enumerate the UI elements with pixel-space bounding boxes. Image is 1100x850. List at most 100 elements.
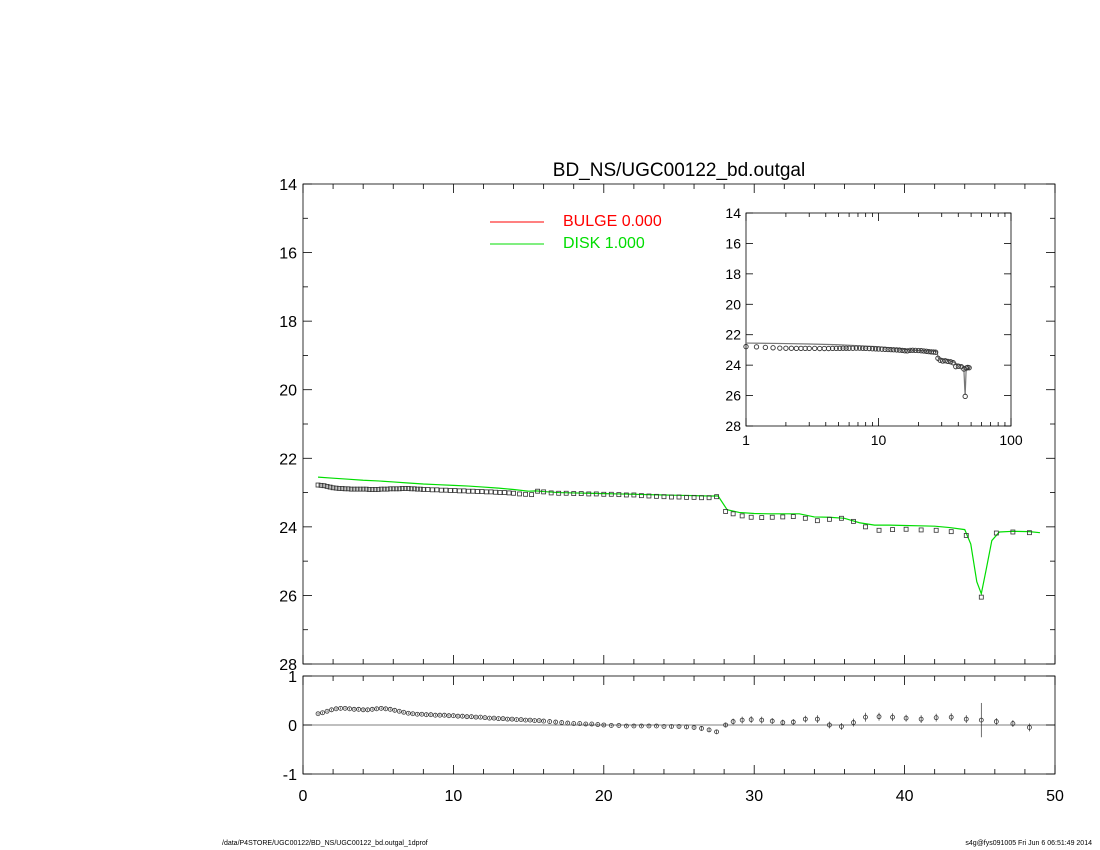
data-point bbox=[601, 491, 607, 497]
residual-point bbox=[691, 725, 697, 730]
inset-data-point bbox=[915, 347, 922, 354]
data-point bbox=[447, 488, 453, 493]
data-point bbox=[506, 490, 512, 496]
inset-data-point bbox=[863, 345, 869, 352]
data-point bbox=[616, 492, 622, 498]
data-point bbox=[369, 487, 375, 492]
residual-point bbox=[460, 713, 465, 719]
data-point bbox=[963, 533, 969, 538]
y-tick-label: 14 bbox=[279, 177, 297, 194]
residual-point bbox=[769, 718, 775, 724]
inset-data-point bbox=[860, 345, 866, 351]
residual-point bbox=[347, 706, 353, 712]
inset-panel: 14 16 18 20 22 24 26 281 10 100 bbox=[725, 205, 1022, 448]
residual-point bbox=[378, 705, 384, 711]
data-point bbox=[978, 594, 984, 600]
data-point bbox=[839, 515, 844, 521]
data-point bbox=[1010, 529, 1016, 535]
data-point bbox=[739, 513, 745, 519]
residual-point bbox=[993, 719, 999, 724]
data-point bbox=[470, 488, 476, 494]
data-point bbox=[623, 492, 629, 498]
data-point bbox=[434, 487, 440, 493]
y-tick-label: 16 bbox=[279, 246, 297, 263]
y-tick-label: -1 bbox=[283, 767, 297, 784]
data-point bbox=[457, 488, 462, 494]
data-point bbox=[517, 491, 522, 497]
data-point bbox=[399, 486, 405, 491]
data-point bbox=[890, 527, 895, 532]
data-point bbox=[327, 484, 333, 490]
inset-data-point bbox=[942, 358, 948, 364]
x-tick-label: 20 bbox=[595, 788, 613, 805]
residual-point bbox=[790, 719, 796, 725]
residual-point bbox=[523, 717, 528, 723]
residual-point bbox=[369, 706, 375, 712]
y-tick-label: 22 bbox=[725, 327, 741, 343]
data-point bbox=[479, 489, 485, 494]
residual-point bbox=[423, 712, 429, 718]
inset-data-point bbox=[770, 345, 776, 351]
data-point bbox=[523, 491, 528, 497]
y-tick-label: 22 bbox=[279, 451, 297, 468]
data-point bbox=[903, 526, 909, 532]
data-point bbox=[851, 518, 856, 524]
x-tick-label: 30 bbox=[745, 788, 763, 805]
data-point bbox=[759, 515, 765, 520]
y-tick-label: 14 bbox=[725, 205, 741, 221]
residual-point bbox=[410, 711, 416, 717]
inset-data-point bbox=[907, 347, 913, 354]
residual-point bbox=[365, 707, 371, 713]
residual-point bbox=[315, 711, 321, 717]
data-point bbox=[351, 486, 357, 492]
residual-point bbox=[571, 721, 577, 726]
inset-data-point bbox=[846, 345, 852, 351]
residual-point bbox=[473, 714, 479, 720]
inset-data-point bbox=[829, 345, 836, 352]
residual-point bbox=[601, 722, 607, 728]
y-tick-label: 28 bbox=[725, 418, 741, 434]
data-point bbox=[315, 482, 321, 488]
y-tick-label: 20 bbox=[725, 296, 741, 312]
residual-point bbox=[903, 715, 909, 721]
residual-point bbox=[338, 705, 344, 711]
inset-data-point bbox=[882, 346, 888, 352]
residual-point bbox=[491, 715, 497, 721]
residual-point bbox=[839, 724, 844, 729]
inset-data-point bbox=[923, 348, 930, 354]
data-point bbox=[378, 486, 384, 492]
residual-point bbox=[455, 713, 461, 719]
data-point bbox=[475, 489, 480, 494]
y-tick-label: 28 bbox=[279, 657, 297, 674]
residual-point bbox=[324, 708, 330, 714]
inset-data-point bbox=[899, 347, 905, 354]
inset-data-point bbox=[869, 346, 876, 352]
y-tick-label: 24 bbox=[725, 357, 741, 373]
inset-data-point bbox=[743, 343, 749, 350]
inset-data-point bbox=[902, 348, 908, 354]
residual-point bbox=[739, 717, 745, 723]
inset-data-point bbox=[921, 348, 927, 354]
inset-data-point bbox=[856, 345, 863, 351]
data-point bbox=[342, 486, 348, 492]
inset-data-point bbox=[904, 348, 910, 354]
residual-point bbox=[814, 716, 820, 722]
residual-point bbox=[482, 715, 488, 721]
data-point bbox=[411, 486, 417, 492]
residual-point bbox=[676, 724, 682, 729]
y-tick-label: 0 bbox=[288, 718, 297, 735]
data-point bbox=[461, 488, 467, 494]
data-point bbox=[511, 490, 516, 496]
residual-point bbox=[1027, 725, 1032, 730]
residual-point bbox=[706, 727, 712, 733]
residual-point bbox=[387, 706, 393, 712]
residual-point bbox=[827, 722, 832, 728]
inset-data-point bbox=[940, 358, 946, 364]
data-point bbox=[571, 491, 577, 497]
residual-point bbox=[978, 717, 984, 723]
residual-point bbox=[527, 717, 533, 723]
residual-point bbox=[329, 707, 334, 713]
inset-data-point bbox=[872, 346, 879, 352]
data-point bbox=[339, 486, 345, 491]
residual-point bbox=[583, 721, 589, 727]
